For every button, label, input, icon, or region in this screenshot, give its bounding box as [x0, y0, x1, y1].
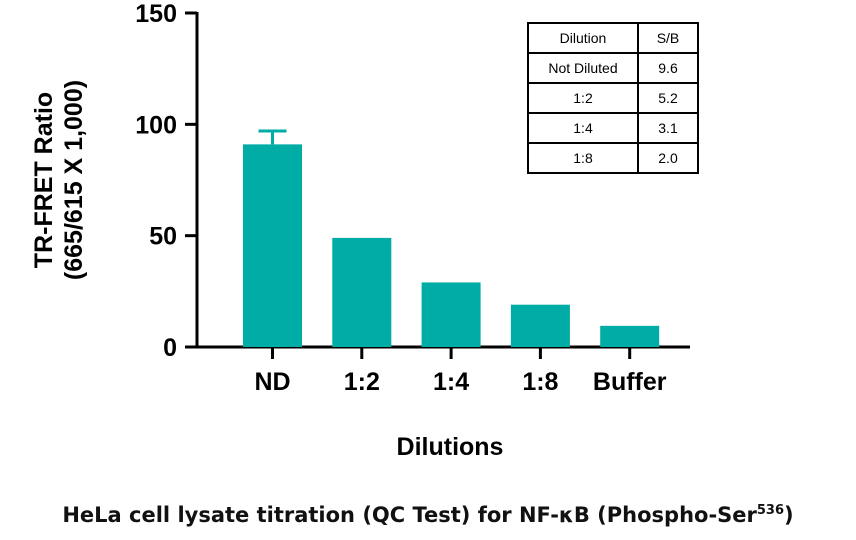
table-header-row: Dilution S/B	[527, 22, 699, 54]
y-tick-label: 100	[135, 111, 177, 139]
table-cell: 1:2	[527, 82, 639, 114]
x-tick-label: Buffer	[593, 368, 667, 396]
table-cell: 9.6	[637, 52, 699, 84]
table-cell: 1:8	[527, 142, 639, 174]
caption-superscript: 536	[756, 503, 785, 518]
y-axis-title-line2: (665/615 X 1,000)	[60, 80, 88, 280]
table-cell: Not Diluted	[527, 52, 639, 84]
table-cell: 3.1	[637, 112, 699, 144]
y-tick-label: 50	[149, 223, 177, 251]
x-tick-label: 1:8	[522, 368, 558, 396]
table-row: 1:8 2.0	[527, 142, 699, 174]
table-cell: 1:4	[527, 112, 639, 144]
figure-caption: HeLa cell lysate titration (QC Test) for…	[0, 503, 856, 527]
bar-1:8	[510, 304, 570, 347]
x-axis-title: Dilutions	[397, 433, 504, 461]
x-tick-label: 1:4	[433, 368, 469, 396]
table-header-dilution: Dilution	[527, 22, 639, 54]
y-tick-label: 150	[135, 0, 177, 28]
caption-close: )	[784, 503, 794, 527]
table-cell: 2.0	[637, 142, 699, 174]
signal-to-background-table: Dilution S/B Not Diluted 9.6 1:2 5.2 1:4 3.…	[527, 22, 699, 174]
caption-text: HeLa cell lysate titration (QC Test) for…	[62, 503, 757, 527]
table-row: Not Diluted 9.6	[527, 52, 699, 84]
table-header-sb: S/B	[637, 22, 699, 54]
y-tick-label: 0	[163, 334, 177, 362]
x-tick-label: ND	[254, 368, 290, 396]
y-axis-title-line1: TR-FRET Ratio	[30, 92, 58, 268]
bar-ND	[243, 144, 302, 347]
bar-1:4	[421, 282, 481, 347]
table-row: 1:4 3.1	[527, 112, 699, 144]
bar-Buffer	[600, 325, 660, 347]
table-cell: 5.2	[637, 82, 699, 114]
x-tick-label: 1:2	[344, 368, 380, 396]
table-row: 1:2 5.2	[527, 82, 699, 114]
bar-1:2	[332, 237, 392, 347]
